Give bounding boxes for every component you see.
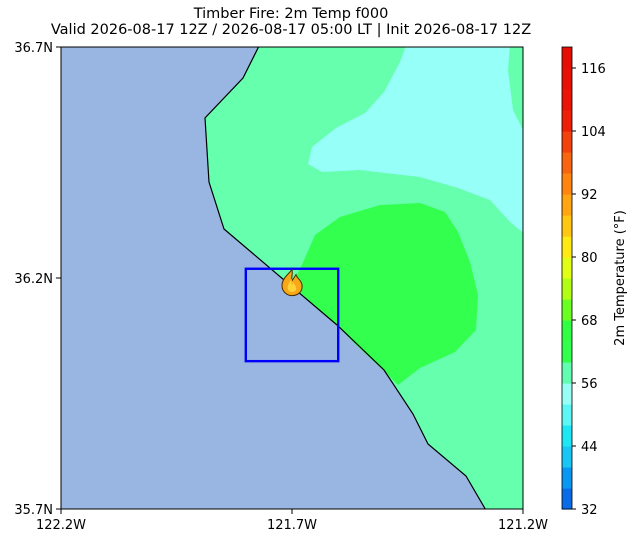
y-tick-label: 36.2N — [14, 272, 53, 287]
colorbar-tick-label: 68 — [581, 314, 598, 329]
x-tick-label: 121.7W — [267, 518, 317, 533]
y-axis: 36.7N 36.2N 35.7N — [14, 41, 61, 518]
colorbar-frame — [561, 46, 573, 510]
colorbar-tick-label: 80 — [581, 251, 598, 266]
colorbar-segment — [562, 341, 572, 363]
colorbar-segment — [562, 215, 572, 237]
colorbar-tick-label: 104 — [581, 125, 606, 140]
y-tick-label: 36.7N — [14, 41, 53, 56]
colorbar-ticks: 32 44 56 68 80 92 104 116 — [572, 62, 606, 518]
x-tick-label: 122.2W — [36, 518, 86, 533]
map-area — [61, 47, 523, 509]
flame-icon — [281, 268, 303, 297]
colorbar-segment — [562, 257, 572, 279]
colorbar-segment — [562, 173, 572, 195]
colorbar-tick-label: 92 — [581, 188, 598, 203]
colorbar-segment — [562, 425, 572, 447]
colorbar-segment — [562, 320, 572, 342]
colorbar-segment — [562, 278, 572, 300]
colorbar-segment — [562, 467, 572, 489]
colorbar-segment — [562, 131, 572, 153]
colorbar-segment — [562, 446, 572, 468]
colorbar-segment — [562, 152, 572, 174]
colorbar-segment — [562, 68, 572, 90]
colorbar-segment — [562, 488, 572, 510]
colorbar-tick-label: 44 — [581, 440, 598, 455]
colorbar-segment — [562, 47, 572, 69]
colorbar-segment — [562, 404, 572, 426]
colorbar-tick-label: 56 — [581, 377, 598, 392]
y-tick-label: 35.7N — [14, 503, 53, 518]
colorbar-tick-label: 116 — [581, 62, 606, 77]
colorbar-segment — [562, 362, 572, 384]
study-area-box — [244, 267, 340, 363]
chart-subtitle: Valid 2026-08-17 12Z / 2026-08-17 05:00 … — [50, 22, 532, 38]
land-temp-band-58-east — [508, 47, 523, 128]
colorbar-tick-label: 32 — [581, 503, 598, 518]
land-temp-band-52 — [308, 47, 523, 233]
colorbar-segment — [562, 383, 572, 405]
x-axis: 122.2W 121.7W 121.2W — [36, 509, 548, 533]
colorbar-segment — [562, 89, 572, 111]
colorbar-segment — [562, 110, 572, 132]
colorbar-segment — [562, 236, 572, 258]
colorbar-label: 2m Temperature (°F) — [613, 210, 628, 346]
colorbar — [561, 46, 573, 510]
chart-title: Timber Fire: 2m Temp f000 — [193, 6, 389, 22]
colorbar-segment — [562, 299, 572, 321]
land-temp-band-60 — [297, 203, 478, 385]
colorbar-segment — [562, 194, 572, 216]
x-tick-label: 121.2W — [498, 518, 548, 533]
